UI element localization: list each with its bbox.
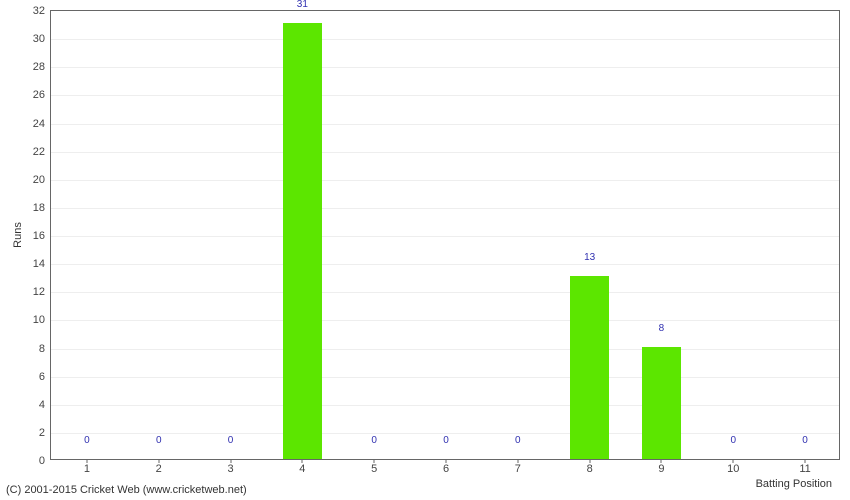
gridline [51, 236, 839, 237]
gridline [51, 349, 839, 350]
bar [283, 23, 323, 459]
bar-value-label: 31 [297, 0, 308, 10]
y-tick-label: 16 [33, 230, 51, 242]
x-tick-label: 5 [371, 459, 377, 475]
x-tick-label: 10 [727, 459, 739, 475]
gridline [51, 433, 839, 434]
y-tick-label: 14 [33, 258, 51, 270]
y-axis-title: Runs [12, 222, 24, 248]
copyright-text: (C) 2001-2015 Cricket Web (www.cricketwe… [2, 482, 251, 498]
x-tick-label: 4 [299, 459, 305, 475]
gridline [51, 292, 839, 293]
y-tick-label: 20 [33, 174, 51, 186]
gridline [51, 39, 839, 40]
x-tick-label: 9 [658, 459, 664, 475]
y-tick-label: 4 [39, 399, 51, 411]
gridline [51, 67, 839, 68]
bar-value-label: 0 [371, 435, 377, 446]
y-tick-label: 26 [33, 89, 51, 101]
gridline [51, 152, 839, 153]
bar-value-label: 13 [584, 252, 595, 263]
bar-value-label: 8 [659, 323, 665, 334]
gridline [51, 180, 839, 181]
y-tick-label: 2 [39, 427, 51, 439]
x-tick-label: 2 [156, 459, 162, 475]
bar [570, 276, 610, 459]
y-tick-label: 12 [33, 286, 51, 298]
gridline [51, 405, 839, 406]
bar-value-label: 0 [84, 435, 90, 446]
y-tick-label: 30 [33, 33, 51, 45]
x-tick-label: 3 [227, 459, 233, 475]
x-tick-label: 1 [84, 459, 90, 475]
gridline [51, 208, 839, 209]
y-tick-label: 24 [33, 118, 51, 130]
y-tick-label: 8 [39, 343, 51, 355]
x-axis-title: Batting Position [756, 478, 832, 490]
plot-area: 0246810121416182022242628303210203043150… [50, 10, 840, 460]
y-tick-label: 22 [33, 146, 51, 158]
gridline [51, 264, 839, 265]
bar-value-label: 0 [228, 435, 234, 446]
gridline [51, 95, 839, 96]
gridline [51, 320, 839, 321]
y-tick-label: 28 [33, 61, 51, 73]
chart-container: 0246810121416182022242628303210203043150… [0, 0, 850, 500]
gridline [51, 377, 839, 378]
bar [642, 347, 682, 460]
bar-value-label: 0 [156, 435, 162, 446]
x-tick-label: 8 [587, 459, 593, 475]
x-tick-label: 11 [799, 459, 810, 475]
bar-value-label: 0 [730, 435, 736, 446]
x-tick-label: 6 [443, 459, 449, 475]
bar-value-label: 0 [443, 435, 449, 446]
x-tick-label: 7 [515, 459, 521, 475]
gridline [51, 124, 839, 125]
y-tick-label: 6 [39, 371, 51, 383]
y-tick-label: 32 [33, 5, 51, 17]
y-tick-label: 0 [39, 455, 51, 467]
bar-value-label: 0 [515, 435, 521, 446]
bar-value-label: 0 [802, 435, 808, 446]
y-tick-label: 18 [33, 202, 51, 214]
y-tick-label: 10 [33, 314, 51, 326]
